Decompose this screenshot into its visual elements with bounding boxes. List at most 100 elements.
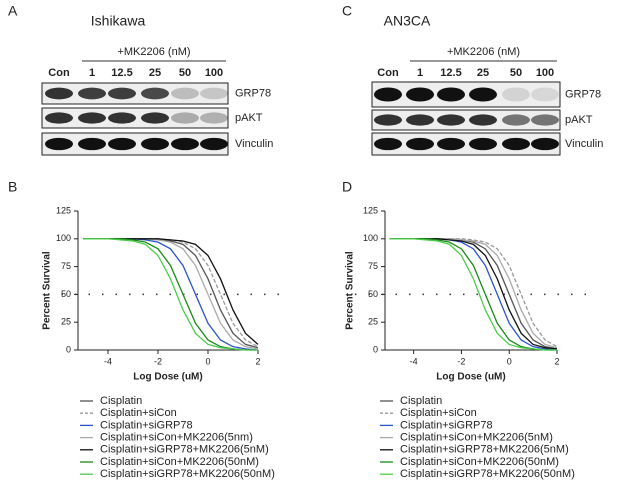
treatment-label: +MK2206 (nM) <box>117 46 190 58</box>
row-label: pAKT <box>235 112 263 124</box>
blot-band <box>406 137 434 151</box>
lane-label: 25 <box>477 67 489 79</box>
series-line <box>389 238 558 349</box>
blot-band <box>108 87 136 100</box>
y-tick-label: 125 <box>363 205 378 215</box>
blot-title: Ishikawa <box>91 13 146 29</box>
x-tick-label: -2 <box>457 356 465 366</box>
y-axis-title: Percent Survival <box>345 251 356 330</box>
lane-label: 100 <box>536 67 554 79</box>
blot-band <box>531 114 559 126</box>
blot-band <box>374 114 402 126</box>
blot-band <box>469 137 497 151</box>
blot-band <box>374 87 402 102</box>
y-axis-title: Percent Survival <box>42 251 53 330</box>
y-tick-label: 100 <box>56 233 71 243</box>
legend-label: Cisplatin+siCon+MK2206(5nm) <box>100 432 253 444</box>
series-line <box>83 238 258 351</box>
x-tick-label: 0 <box>205 356 210 366</box>
legend-label: Cisplatin+siCon <box>100 407 177 419</box>
blot-band <box>171 87 199 100</box>
lane-label: Con <box>377 67 399 79</box>
lane-label: 50 <box>510 67 522 79</box>
legend-label: Cisplatin+siGRP78 <box>100 419 193 431</box>
blot-band <box>78 137 106 151</box>
row-label: GRP78 <box>565 88 601 100</box>
blot-band <box>141 112 169 124</box>
blot-band <box>78 87 106 100</box>
y-tick-label: 75 <box>61 261 71 271</box>
x-axis-title: Log Dose (uM) <box>436 372 505 383</box>
legend-label: Cisplatin+siGRP78+MK2206(50nM) <box>400 468 575 480</box>
x-tick-label: 2 <box>554 356 559 366</box>
blot-band <box>141 87 169 100</box>
blot-band <box>171 137 199 151</box>
lane-label: 25 <box>149 67 161 79</box>
legend-label: Cisplatin+siCon <box>400 407 477 419</box>
legend-label: Cisplatin <box>100 395 142 407</box>
legend-label: Cisplatin+siGRP78+MK2206(50nM) <box>100 468 275 480</box>
x-tick-label: 2 <box>255 356 260 366</box>
blot-band <box>502 87 530 102</box>
blot-band <box>108 112 136 124</box>
treatment-label: +MK2206 (nM) <box>447 46 520 58</box>
row-label: Vinculin <box>235 138 273 150</box>
legend-label: Cisplatin+siGRP78 <box>400 419 493 431</box>
blot-band <box>200 87 228 100</box>
lane-label: Con <box>48 67 70 79</box>
blot-band <box>502 137 530 151</box>
blot-title: AN3CA <box>384 13 431 29</box>
x-tick-label: 0 <box>507 356 512 366</box>
panel-letter: C <box>342 3 352 19</box>
y-tick-label: 125 <box>56 205 71 215</box>
y-tick-label: 25 <box>368 317 378 327</box>
blot-band <box>531 87 559 102</box>
blot-band <box>502 114 530 126</box>
legend-label: Cisplatin+siGRP78+MK2206(5nM) <box>100 444 269 456</box>
blot-band <box>200 137 228 151</box>
series-line <box>83 238 259 349</box>
lane-label: 1 <box>417 67 423 79</box>
series-line <box>83 238 259 345</box>
y-tick-label: 25 <box>61 317 71 327</box>
lane-label: 100 <box>205 67 223 79</box>
blot-band <box>531 137 559 151</box>
lane-label: 12.5 <box>440 67 461 79</box>
lane-label: 12.5 <box>111 67 132 79</box>
blot-band <box>437 87 465 102</box>
blot-band <box>406 87 434 102</box>
series-line <box>389 238 557 351</box>
blot-band <box>200 112 228 124</box>
y-tick-label: 0 <box>373 344 378 354</box>
lane-label: 50 <box>179 67 191 79</box>
y-tick-label: 100 <box>363 233 378 243</box>
blot-band <box>406 114 434 126</box>
x-tick-label: -2 <box>154 356 162 366</box>
blot-band <box>78 112 106 124</box>
blot-band <box>469 87 497 102</box>
row-label: pAKT <box>565 114 593 126</box>
x-tick-label: -4 <box>104 356 112 366</box>
y-tick-label: 0 <box>66 344 71 354</box>
x-tick-label: -4 <box>410 356 418 366</box>
blot-strip <box>371 81 561 108</box>
y-tick-label: 50 <box>61 289 71 299</box>
legend-label: Cisplatin+siCon+MK2206(50nM) <box>100 456 259 468</box>
row-label: GRP78 <box>235 87 271 99</box>
blot-band <box>45 112 73 124</box>
blot-band <box>469 114 497 126</box>
blot-band <box>374 137 402 151</box>
row-label: Vinculin <box>565 138 603 150</box>
legend-label: Cisplatin <box>400 395 442 407</box>
y-tick-label: 50 <box>368 289 378 299</box>
blot-band <box>108 137 136 151</box>
blot-band <box>45 137 73 151</box>
blot-band <box>141 137 169 151</box>
x-axis-title: Log Dose (uM) <box>133 372 202 383</box>
blot-band <box>437 137 465 151</box>
legend-label: Cisplatin+siCon+MK2206(5nM) <box>400 432 553 444</box>
panel-letter: D <box>342 179 352 195</box>
blot-band <box>171 112 199 124</box>
panel-letter: A <box>8 3 18 19</box>
